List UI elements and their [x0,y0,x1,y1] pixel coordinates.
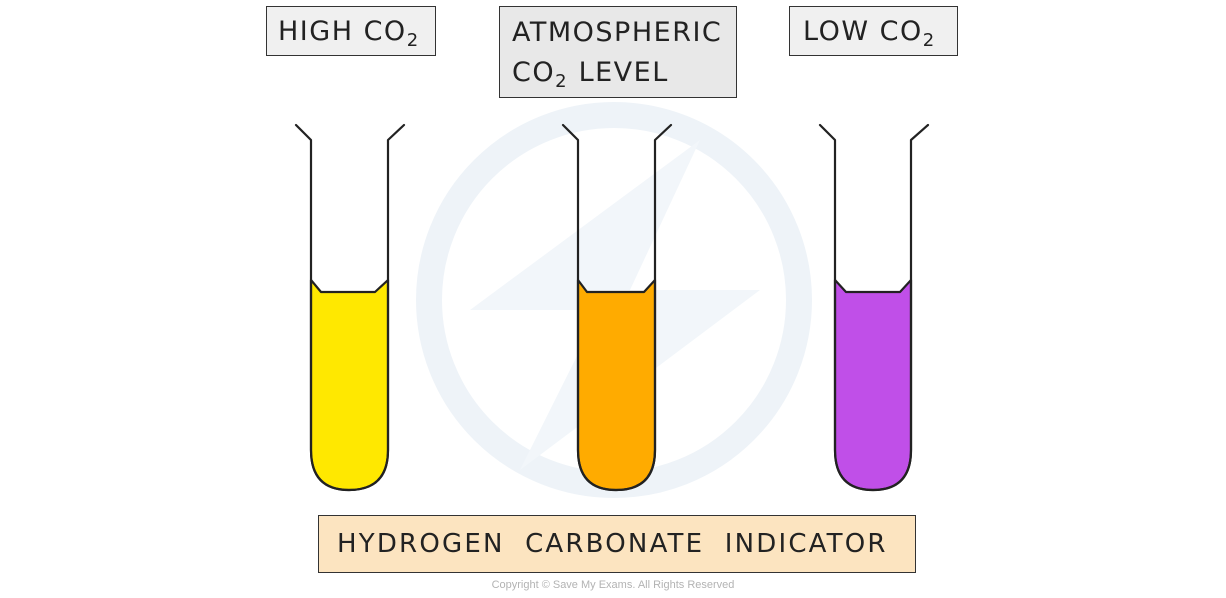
low-co2-tube [818,123,930,492]
low-co2-label: LOW CO2 [789,6,958,56]
low-co2-tube-glass [818,123,930,492]
low-co2-subscript: 2 [922,30,935,51]
atmospheric-label-level: LEVEL [578,57,669,88]
atmospheric-label-co: CO [512,57,556,88]
low-co2-label-text: LOW CO [803,16,923,47]
atmospheric-co2-label: ATMOSPHERIC CO2 LEVEL [499,6,737,98]
high-co2-tube [294,123,406,492]
high-co2-subscript: 2 [406,30,419,51]
atmospheric-label-subscript: 2 [555,71,567,92]
high-co2-label: HIGH CO2 [266,6,436,56]
atmospheric-co2-liquid [576,278,657,492]
high-co2-liquid [309,278,390,492]
high-co2-tube-glass [294,123,406,492]
copyright-notice: Copyright © Save My Exams. All Rights Re… [491,579,735,591]
atmospheric-label-line1: ATMOSPHERIC [512,17,723,48]
low-co2-liquid [833,278,913,492]
atmospheric-co2-tube [561,123,673,492]
atmospheric-co2-tube-glass [561,123,673,492]
indicator-label: HYDROGEN CARBONATE INDICATOR [318,515,916,573]
indicator-label-text: HYDROGEN CARBONATE INDICATOR [337,529,888,559]
high-co2-label-text: HIGH CO [278,16,407,47]
